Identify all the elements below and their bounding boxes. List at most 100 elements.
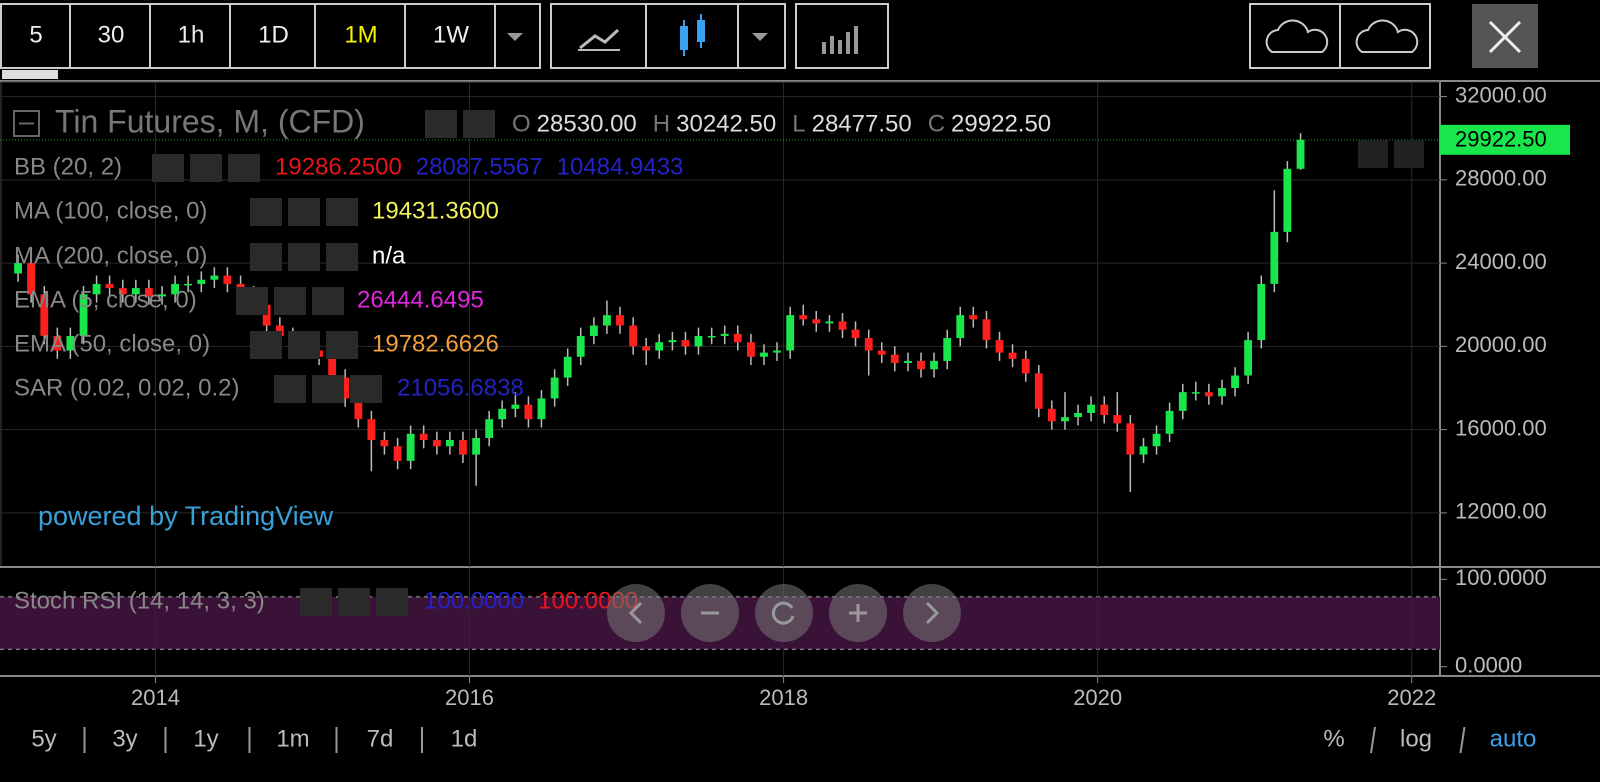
ohlc-value: 29922.50	[951, 110, 1051, 137]
legend-icon-button[interactable]	[288, 198, 320, 226]
interval-button[interactable]: 1h	[178, 21, 205, 48]
legend-icon-button[interactable]	[228, 154, 260, 182]
legend-icon-button[interactable]	[288, 243, 320, 271]
scroll-down-button[interactable]	[1394, 140, 1424, 168]
range-button[interactable]: 7d	[367, 725, 394, 752]
indicator-name: BB (20, 2)	[14, 153, 122, 180]
candle-body	[1021, 358, 1030, 374]
cloud-download-button[interactable]	[1265, 19, 1329, 53]
scale-option[interactable]: %	[1323, 725, 1344, 752]
legend-icon-button[interactable]	[312, 375, 344, 403]
candle-body	[131, 288, 140, 295]
scroll-up-button[interactable]	[1358, 140, 1388, 168]
candle-body	[825, 321, 834, 324]
candle-body	[406, 433, 415, 461]
nav-button[interactable]	[607, 584, 665, 642]
candle-body	[511, 404, 520, 409]
legend-icon-button[interactable]	[152, 154, 184, 182]
candle-body	[760, 352, 768, 357]
range-button[interactable]: 1m	[276, 725, 309, 752]
candle-body	[419, 433, 428, 441]
indicator-name: EMA (5, close, 0)	[14, 286, 197, 313]
legend-icon-button[interactable]	[376, 588, 408, 616]
legend-icon-button[interactable]	[350, 375, 382, 403]
candle-body	[877, 350, 886, 355]
range-button[interactable]: 1d	[451, 725, 478, 752]
legend-icon-button[interactable]	[326, 198, 358, 226]
legend-icon-button[interactable]	[312, 287, 344, 315]
legend-icon-button[interactable]	[425, 110, 457, 138]
candle-body	[864, 338, 873, 351]
y-tick-label: 28000.00	[1455, 166, 1547, 191]
range-button[interactable]: 1y	[193, 725, 218, 752]
ohlc-value: 30242.50	[676, 110, 776, 137]
nav-button[interactable]	[903, 584, 961, 642]
cloud-upload-button[interactable]	[1355, 19, 1419, 53]
x-tick-label: 2020	[1073, 685, 1122, 710]
legend-icon-button[interactable]	[338, 588, 370, 616]
legend-icon-button[interactable]	[274, 375, 306, 403]
line-chart-button[interactable]	[578, 28, 620, 51]
candle-body	[995, 340, 1004, 353]
candle-body	[1047, 408, 1056, 422]
legend-icon-button[interactable]	[250, 198, 282, 226]
icon-bar	[846, 32, 850, 54]
scale-option[interactable]: auto	[1490, 725, 1537, 752]
chart-type-dropdown[interactable]	[752, 33, 768, 41]
collapse-button[interactable]	[13, 110, 40, 137]
candle-body	[432, 440, 441, 447]
candle-body	[171, 283, 180, 295]
legend-icon-button[interactable]	[274, 287, 306, 315]
candle-body	[747, 342, 755, 357]
legend-icon-button[interactable]	[288, 331, 320, 359]
x-tick-label: 2018	[759, 685, 808, 710]
candle-body	[27, 263, 36, 295]
interval-button[interactable]: 30	[98, 21, 125, 48]
range-button[interactable]: 5y	[31, 725, 56, 752]
candle-body	[184, 283, 193, 286]
candle-body	[1178, 392, 1187, 411]
legend-icon-button[interactable]	[463, 110, 495, 138]
candle-body	[668, 340, 677, 343]
interval-button[interactable]: 1W	[433, 21, 469, 48]
candle-body	[262, 304, 271, 326]
candle-body	[563, 356, 572, 378]
x-tick-label: 2014	[131, 685, 180, 710]
scale-option[interactable]: log	[1400, 725, 1432, 752]
candle-body	[1191, 392, 1200, 394]
legend-icon-button[interactable]	[326, 331, 358, 359]
chart-type-group	[550, 3, 786, 69]
ohlc-key: O	[512, 110, 531, 137]
interval-button[interactable]: 1M	[344, 21, 377, 48]
candle-body	[786, 315, 795, 351]
range-button[interactable]: 3y	[112, 725, 137, 752]
interval-button[interactable]: 5	[29, 21, 42, 48]
legend-icon-button[interactable]	[250, 243, 282, 271]
legend-icon-button[interactable]	[236, 287, 268, 315]
candle-body	[354, 398, 363, 420]
ohlc-value: 28477.50	[812, 110, 912, 137]
candle-body	[485, 419, 494, 438]
interval-dropdown[interactable]	[507, 33, 523, 41]
legend-icon-button[interactable]	[300, 588, 332, 616]
candle-chart-button[interactable]	[680, 14, 705, 56]
legend-icon-button[interactable]	[190, 154, 222, 182]
candle-body	[1139, 446, 1148, 455]
icon-bar	[838, 40, 842, 54]
candle-body	[1087, 404, 1095, 413]
legend-icon-button[interactable]	[250, 331, 282, 359]
stoch-tick-label: 100.0000	[1455, 565, 1547, 590]
nav-button[interactable]	[755, 584, 813, 642]
interval-button[interactable]: 1D	[258, 21, 289, 48]
stoch-value: 100.0000	[424, 587, 524, 614]
indicators-button[interactable]	[795, 3, 889, 69]
close-button[interactable]	[1472, 4, 1538, 68]
y-tick-label: 12000.00	[1455, 499, 1547, 524]
scroll-tab	[2, 70, 58, 79]
candle-body	[328, 356, 337, 378]
candle-body	[524, 404, 533, 420]
legend-icon-button[interactable]	[326, 243, 358, 271]
divider	[1370, 726, 1376, 754]
